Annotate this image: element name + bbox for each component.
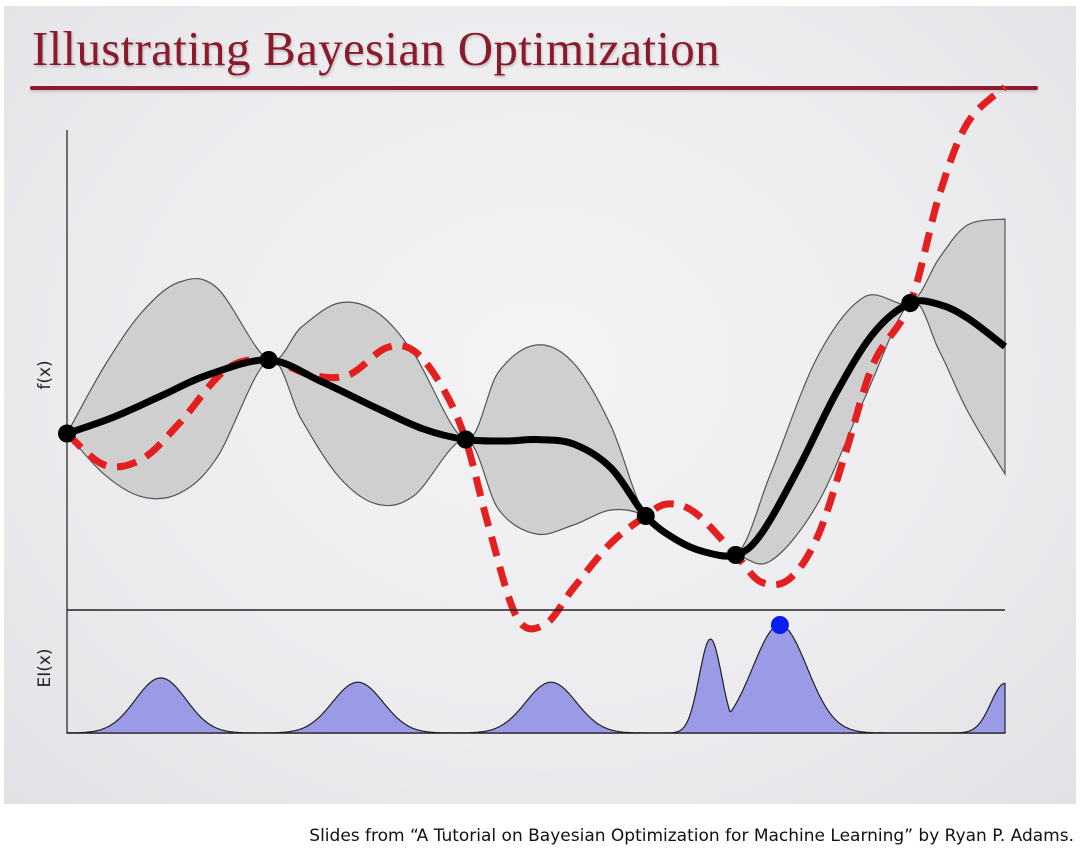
expected-improvement-area (66, 624, 1006, 734)
confidence-band (66, 218, 1006, 565)
observation-point (726, 546, 745, 564)
gp-posterior-plot: f(x) (35, 84, 1008, 633)
observation-point (901, 294, 920, 312)
next-sample-point (770, 616, 789, 634)
observation-point (636, 507, 655, 525)
observation-point (58, 424, 76, 443)
observation-point (456, 430, 475, 449)
slide-title: Illustrating Bayesian Optimization (32, 21, 720, 76)
top-y-axis-label: f(x) (35, 360, 55, 389)
bottom-y-axis-label: EI(x) (35, 648, 55, 687)
observation-point (259, 351, 278, 369)
slide-caption: Slides from “A Tutorial on Bayesian Opti… (309, 826, 1074, 846)
expected-improvement-plot: EI(x) (35, 609, 1006, 734)
observation-points (58, 294, 920, 564)
title-underline (30, 86, 1038, 90)
